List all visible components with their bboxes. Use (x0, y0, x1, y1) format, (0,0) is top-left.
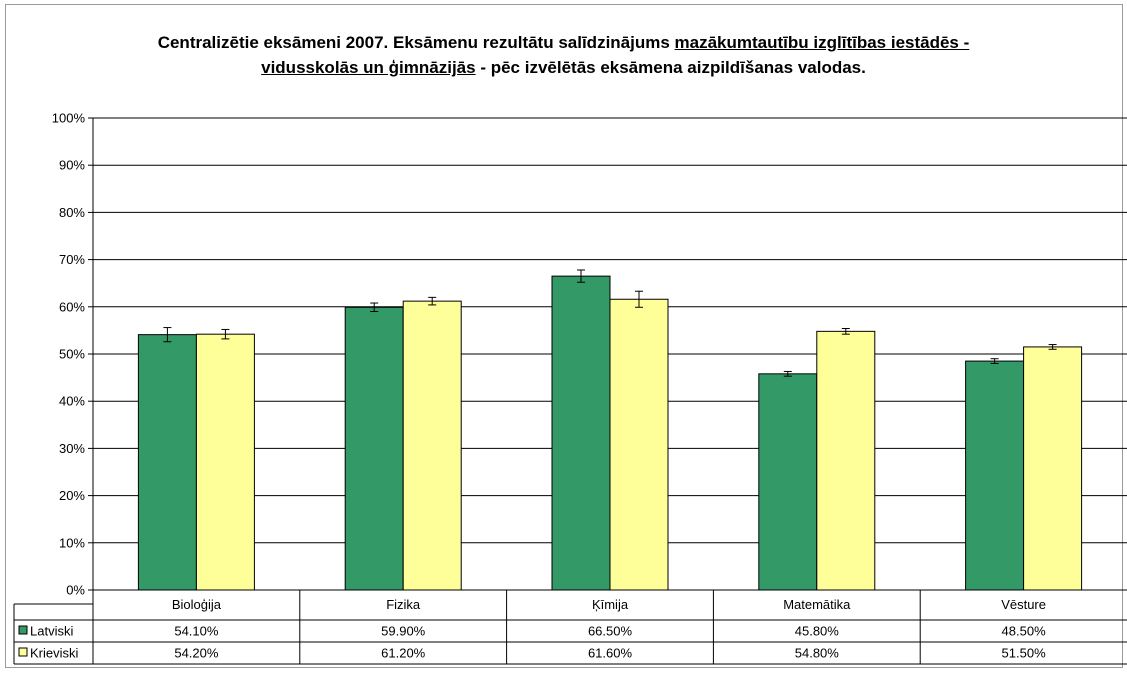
y-tick-label: 50% (59, 347, 85, 362)
data-label: 48.50% (1002, 624, 1047, 639)
data-label: 54.10% (174, 624, 219, 639)
y-tick-label: 100% (52, 111, 86, 126)
chart-title-part: mazākumtautību izglītības iestādēs - (674, 33, 970, 52)
bar-krieviski (195, 333, 255, 591)
bar-latviski (965, 360, 1025, 591)
data-label: 61.20% (381, 646, 426, 661)
bar-krieviski (1023, 346, 1083, 591)
legend-swatch-krieviski (18, 647, 28, 657)
bar-latviski (137, 334, 197, 591)
bar-krieviski (816, 330, 876, 591)
chart-title: Centralizētie eksāmeni 2007. Eksāmenu re… (0, 30, 1127, 80)
data-label: 59.90% (381, 624, 426, 639)
chart-title-part: Centralizētie eksāmeni 2007. Eksāmenu re… (157, 33, 675, 52)
y-tick-label: 20% (59, 488, 85, 503)
bar-latviski (551, 275, 611, 591)
data-label: 66.50% (588, 624, 633, 639)
y-tick-label: 10% (59, 535, 85, 550)
legend-label: Latviski (30, 624, 73, 639)
x-tick-label: Matemātika (783, 597, 851, 612)
x-tick-label: Ķīmija (592, 597, 629, 612)
x-tick-label: Vēsture (1001, 597, 1046, 612)
x-tick-label: Fizika (386, 597, 421, 612)
y-tick-label: 70% (59, 252, 85, 267)
x-tick-label: Bioloģija (172, 597, 222, 612)
y-tick-label: 0% (66, 583, 85, 598)
bar-latviski (344, 306, 404, 591)
data-label: 61.60% (588, 646, 633, 661)
y-tick-label: 40% (59, 394, 85, 409)
bar-latviski (758, 373, 818, 591)
legend-label: Krieviski (30, 646, 79, 661)
data-label: 54.80% (795, 646, 840, 661)
chart-title-part: - pēc izvēlētās eksāmena aizpildīšanas v… (475, 58, 866, 77)
bar-krieviski (609, 298, 669, 591)
data-label: 54.20% (174, 646, 219, 661)
data-label: 45.80% (795, 624, 840, 639)
y-tick-label: 90% (59, 158, 85, 173)
chart-title-part: vidusskolās un ģimnāzijās (261, 58, 476, 77)
data-label: 51.50% (1002, 646, 1047, 661)
y-tick-label: 80% (59, 205, 85, 220)
y-tick-label: 30% (59, 441, 85, 456)
legend-swatch-latviski (18, 625, 28, 635)
bar-krieviski (402, 300, 462, 591)
y-tick-label: 60% (59, 299, 85, 314)
